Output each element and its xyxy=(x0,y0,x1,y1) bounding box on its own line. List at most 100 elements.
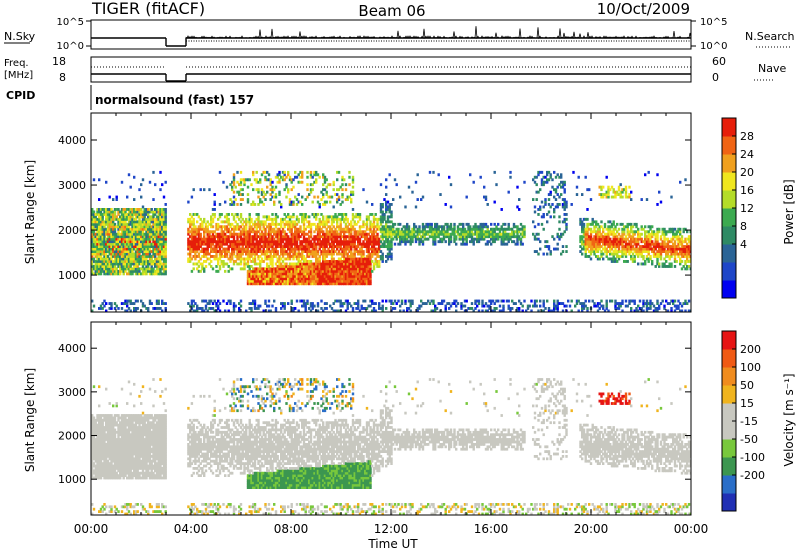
power-cell xyxy=(332,269,335,273)
power-cell xyxy=(311,188,314,192)
power-cell xyxy=(91,309,94,312)
power-cell xyxy=(190,237,194,241)
power-cell xyxy=(232,203,236,206)
power-cell xyxy=(309,279,313,283)
power-cell xyxy=(245,225,248,229)
power-cell xyxy=(120,265,124,268)
power-cell xyxy=(502,227,505,231)
power-cell xyxy=(91,222,94,226)
power-cell xyxy=(400,235,404,239)
power-cell xyxy=(448,240,451,244)
power-cell xyxy=(357,250,360,253)
power-cell xyxy=(388,245,391,248)
power-cell xyxy=(374,302,377,305)
power-cell xyxy=(253,247,257,251)
power-cell xyxy=(558,227,561,231)
power-cell xyxy=(285,279,288,283)
power-cell xyxy=(297,277,300,281)
power-cell xyxy=(262,235,265,239)
power-cell xyxy=(344,217,348,221)
power-cell xyxy=(157,247,160,251)
power-cell xyxy=(208,307,211,310)
power-cell xyxy=(547,309,551,312)
power-cell xyxy=(344,230,348,234)
power-cell xyxy=(294,220,297,224)
power-cell xyxy=(353,220,356,224)
power-cell xyxy=(322,255,325,258)
power-cell xyxy=(535,304,538,308)
power-cell xyxy=(143,247,146,251)
power-cell xyxy=(269,262,272,266)
power-cell xyxy=(330,262,334,266)
power-cell xyxy=(299,265,302,268)
power-cell xyxy=(362,299,365,303)
power-cell xyxy=(246,230,250,234)
power-cell xyxy=(103,272,106,276)
power-cell xyxy=(472,227,475,231)
power-cell xyxy=(92,240,96,244)
power-cell xyxy=(386,242,390,246)
power-cell xyxy=(108,230,111,234)
power-cell xyxy=(428,170,432,174)
power-cell xyxy=(199,227,202,231)
power-cell xyxy=(119,267,122,271)
power-cell xyxy=(348,242,351,246)
power-cell xyxy=(287,282,290,286)
power-cell xyxy=(460,304,463,308)
power-cell xyxy=(150,260,153,263)
power-cell xyxy=(229,232,232,236)
power-cell xyxy=(164,255,167,258)
power-cell xyxy=(374,262,377,266)
power-cell xyxy=(103,237,106,241)
power-cell xyxy=(299,272,302,276)
power-cell xyxy=(236,225,239,229)
power-cell xyxy=(218,203,222,206)
power-cell xyxy=(98,227,101,231)
power-cell xyxy=(374,247,377,251)
power-cell xyxy=(94,235,97,239)
power-cell xyxy=(339,185,342,189)
power-cell xyxy=(264,198,267,201)
power-cell xyxy=(407,240,411,244)
power-cell xyxy=(129,257,132,261)
power-cell xyxy=(278,200,281,204)
power-cell xyxy=(306,183,309,187)
power-cell xyxy=(246,277,250,281)
power-cell xyxy=(371,250,374,253)
power-cell xyxy=(560,193,563,196)
power-cell xyxy=(325,265,328,268)
power-cell xyxy=(136,230,139,234)
power-cell xyxy=(386,227,390,231)
power-cell xyxy=(215,240,218,244)
power-cell xyxy=(145,247,148,251)
power-cell xyxy=(344,272,348,276)
power-cell xyxy=(439,232,442,236)
power-cell xyxy=(127,267,131,271)
power-cell xyxy=(561,309,565,312)
power-cell xyxy=(252,203,255,206)
power-cell xyxy=(553,170,556,174)
power-cell xyxy=(164,272,167,276)
power-cell xyxy=(351,215,355,219)
power-cell xyxy=(281,279,285,283)
power-cell xyxy=(211,225,215,229)
power-cell xyxy=(126,257,129,261)
power-cell xyxy=(225,237,229,241)
power-cell xyxy=(154,217,157,221)
power-cell xyxy=(269,183,272,187)
power-cell xyxy=(190,245,194,248)
power-cell xyxy=(343,227,346,231)
power-cell xyxy=(101,269,104,273)
power-cell xyxy=(133,220,136,224)
power-cell xyxy=(390,235,393,239)
power-cell xyxy=(206,242,209,246)
power-cell xyxy=(574,304,577,308)
power-cell xyxy=(372,307,376,310)
power-cell xyxy=(117,237,120,241)
power-cell xyxy=(262,247,265,251)
power-cell xyxy=(323,240,327,244)
power-cell xyxy=(287,173,290,177)
power-cell xyxy=(434,227,437,231)
power-cell xyxy=(365,232,369,236)
power-cell xyxy=(323,200,327,204)
